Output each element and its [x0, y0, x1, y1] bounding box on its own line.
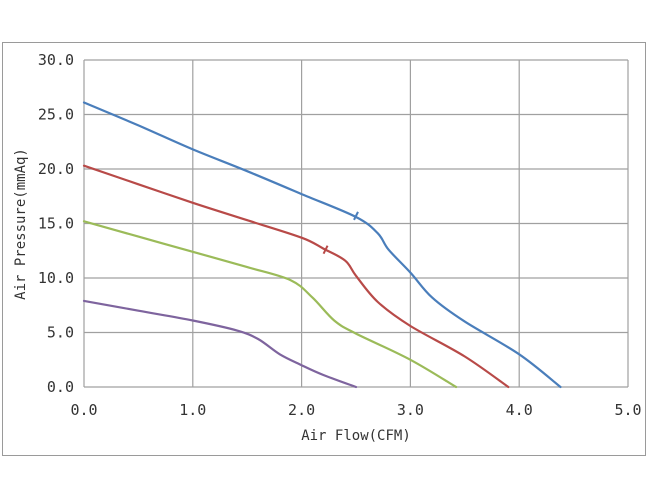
y-tick-label: 5.0	[47, 324, 74, 342]
y-tick-label: 30.0	[38, 51, 74, 69]
x-axis-title: Air Flow(CFM)	[301, 428, 411, 444]
grid-lines	[83, 59, 629, 388]
y-tick-label: 0.0	[47, 378, 74, 396]
y-tick-label: 20.0	[38, 160, 74, 178]
y-tick-label: 10.0	[38, 269, 74, 287]
x-tick-label: 1.0	[179, 401, 206, 419]
x-tick-label: 2.0	[288, 401, 315, 419]
y-tick-label: 15.0	[38, 215, 74, 233]
y-tick-label: 25.0	[38, 106, 74, 124]
y-tick-labels: 0.0 5.0 10.0 15.0 20.0 25.0 30.0	[38, 51, 74, 396]
series-layer	[82, 101, 562, 389]
series-marker-1	[353, 211, 359, 221]
series-line-3	[82, 220, 458, 389]
series-marker-2	[322, 245, 329, 255]
x-tick-labels: 0.0 1.0 2.0 3.0 4.0 5.0	[70, 401, 641, 419]
x-tick-label: 0.0	[70, 401, 97, 419]
x-tick-label: 4.0	[506, 401, 533, 419]
x-tick-label: 3.0	[397, 401, 424, 419]
x-tick-label: 5.0	[614, 401, 641, 419]
y-axis-title: Air Pressure(mmAq)	[13, 148, 29, 300]
series-line-2	[82, 164, 510, 389]
series-line-4	[82, 299, 358, 389]
series-line-1	[82, 101, 562, 389]
